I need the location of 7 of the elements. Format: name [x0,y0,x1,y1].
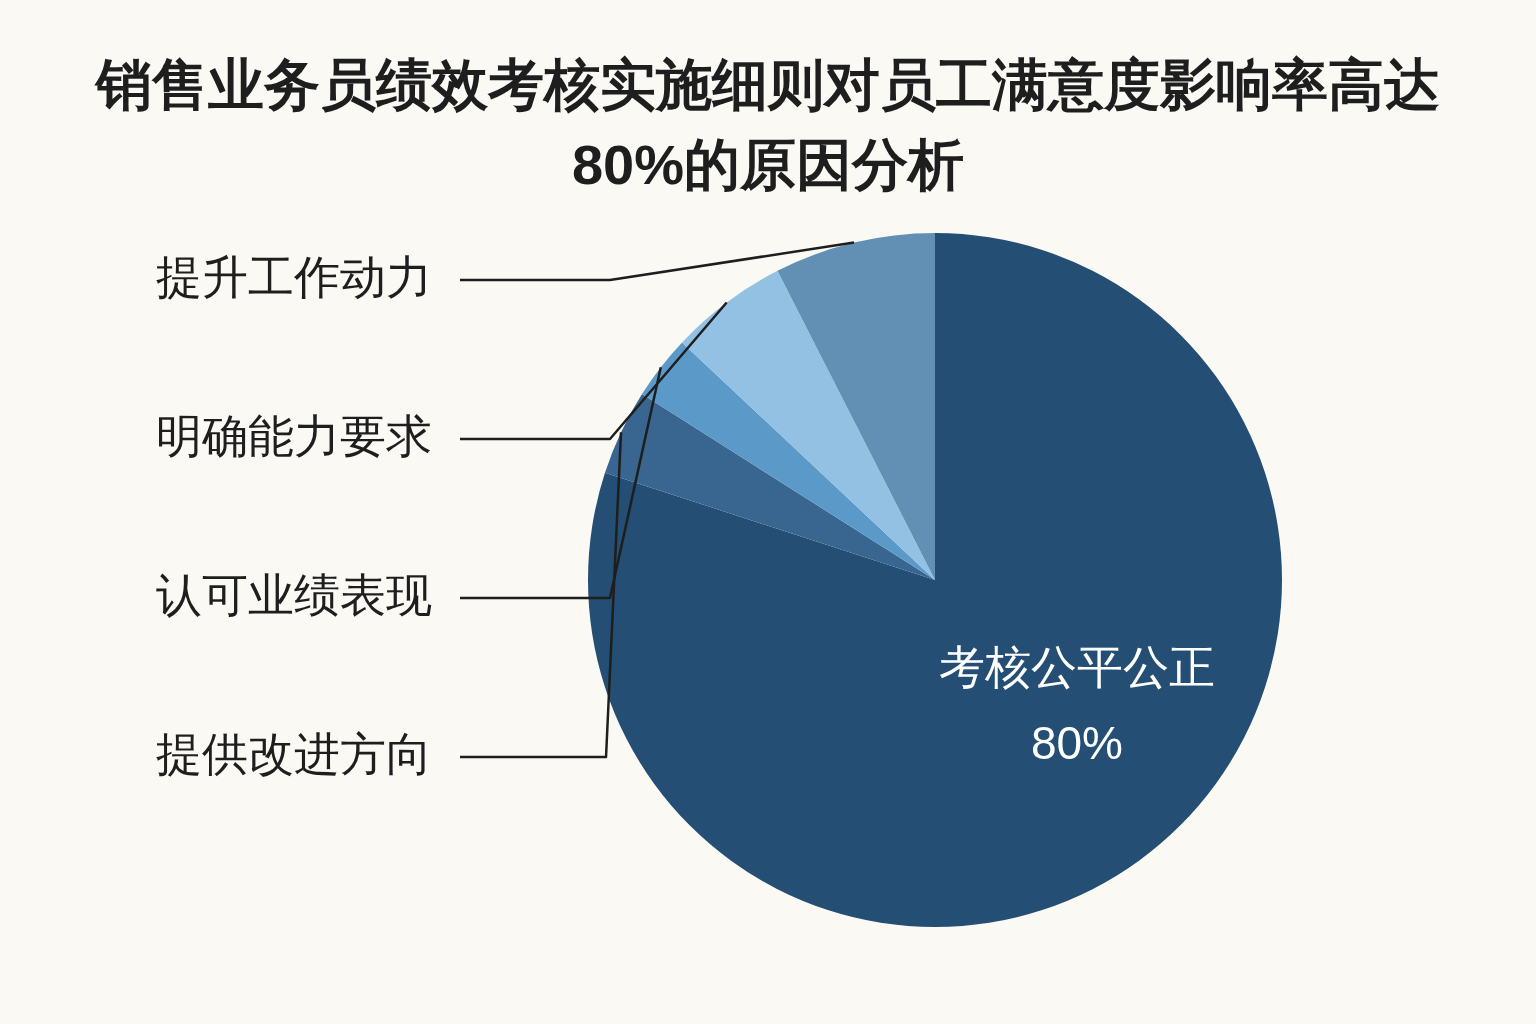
slice-label: 认可业绩表现 [156,568,432,621]
data-label: 80% [1030,717,1124,770]
slice-label: 明确能力要求 [156,409,432,462]
slice-label: 提升工作动力 [156,250,432,303]
slice-label: 提供改进方向 [156,727,432,780]
slice-label: 考核公平公正 [938,641,1215,694]
chart-title: 销售业务员绩效考核实施细则对员工满意度影响率高达80%的原因分析 [93,52,1441,198]
